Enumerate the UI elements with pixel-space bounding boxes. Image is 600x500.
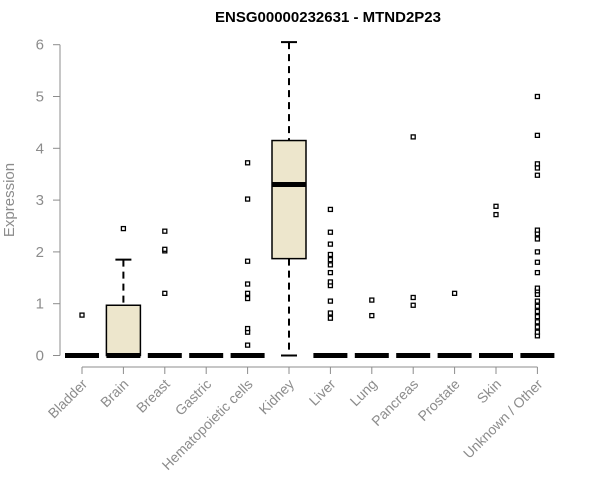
box-group — [520, 93, 555, 358]
box-group — [147, 228, 182, 358]
outlier-point — [244, 196, 251, 202]
x-tick-label: Unknown / Other — [460, 376, 546, 462]
y-axis: 0 1 2 3 4 5 6 — [36, 37, 61, 365]
outlier-point — [534, 93, 541, 100]
y-tick-label: 1 — [36, 296, 44, 313]
box-group — [437, 290, 472, 358]
box-group — [354, 297, 389, 358]
outlier-point — [244, 295, 251, 302]
box-group — [105, 225, 142, 358]
outlier-point — [162, 246, 168, 252]
outlier-point — [244, 258, 251, 264]
x-tick-label: Lung — [347, 376, 380, 409]
outlier-point — [534, 303, 541, 309]
outlier-point — [534, 285, 541, 291]
outlier-point — [534, 269, 541, 276]
x-tick-label: Kidney — [256, 376, 298, 418]
outlier-point — [534, 161, 541, 167]
outlier-point — [327, 298, 334, 304]
outlier-point — [327, 241, 334, 247]
box-iqr — [271, 139, 307, 260]
box-group — [230, 160, 265, 358]
box-iqr — [105, 304, 142, 357]
outlier-point — [534, 313, 541, 320]
outlier-point — [534, 298, 541, 304]
outlier-point — [327, 251, 334, 258]
outlier-point — [534, 308, 541, 315]
y-axis-label: Expression — [1, 163, 18, 237]
box-group — [396, 134, 431, 358]
outlier-point — [534, 236, 541, 242]
outlier-point — [327, 206, 334, 213]
outlier-point — [244, 160, 251, 166]
outlier-point — [162, 290, 168, 296]
x-tick-label: Breast — [133, 376, 173, 416]
outlier-point — [244, 290, 251, 296]
outlier-point — [327, 229, 334, 235]
outlier-point — [327, 262, 334, 268]
box-group — [313, 206, 348, 358]
outlier-point — [451, 290, 458, 296]
outlier-point — [534, 319, 541, 325]
box-group — [479, 203, 513, 358]
outlier-point — [327, 257, 334, 263]
outlier-point — [534, 132, 541, 139]
outlier-point — [327, 310, 334, 316]
x-tick-label: Prostate — [415, 376, 463, 424]
outlier-point — [534, 172, 541, 178]
box-group — [271, 41, 307, 357]
outlier-point — [244, 281, 251, 287]
chart-title: ENSG00000232631 - MTND2P23 — [215, 9, 441, 26]
x-tick-label: Skin — [474, 376, 505, 407]
outlier-point — [79, 312, 85, 318]
y-tick-label: 6 — [36, 37, 44, 54]
outlier-point — [410, 302, 416, 308]
outlier-point — [162, 228, 168, 234]
outlier-point — [327, 279, 334, 285]
y-tick-label: 4 — [36, 140, 44, 157]
outlier-point — [534, 249, 541, 255]
y-tick-label: 3 — [36, 192, 44, 209]
outlier-point — [120, 225, 127, 232]
outlier-point — [327, 315, 334, 321]
outlier-point — [534, 329, 541, 335]
plot-area — [65, 41, 555, 358]
y-tick-label: 2 — [36, 244, 44, 261]
x-tick-label: Liver — [306, 376, 339, 409]
outlier-point — [534, 165, 541, 171]
outlier-point — [534, 324, 541, 330]
outlier-point — [493, 203, 499, 209]
x-tick-label: Brain — [97, 376, 131, 410]
outlier-point — [369, 297, 375, 303]
outlier-point — [244, 342, 251, 348]
outlier-point — [410, 294, 416, 301]
y-tick-label: 5 — [36, 89, 44, 106]
box-group — [65, 312, 99, 358]
x-tick-label: Bladder — [45, 376, 91, 422]
outlier-point — [410, 134, 416, 140]
outlier-point — [493, 211, 499, 218]
outlier-point — [327, 269, 334, 276]
outlier-point — [369, 312, 375, 319]
outlier-point — [534, 227, 541, 233]
outlier-point — [244, 325, 251, 332]
y-tick-label: 0 — [36, 348, 44, 365]
outlier-point — [534, 259, 541, 265]
